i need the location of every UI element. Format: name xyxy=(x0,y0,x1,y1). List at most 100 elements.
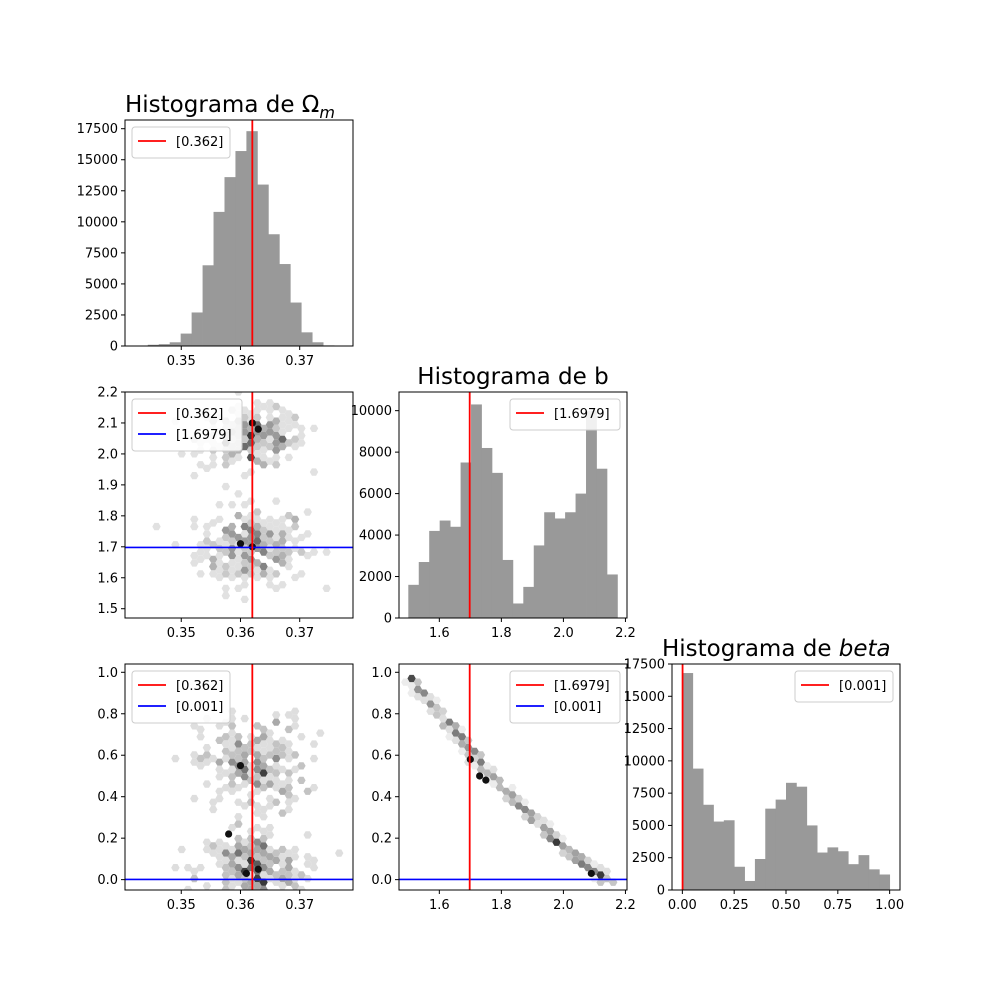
hexbin-cell xyxy=(253,780,262,788)
hexbin-cell xyxy=(571,856,580,864)
hexbin-cell xyxy=(253,802,262,810)
histogram-bar xyxy=(723,820,735,890)
hexbin-cell xyxy=(209,461,218,469)
hexbin-cell xyxy=(234,871,243,879)
hexbin-cell xyxy=(227,537,237,545)
hexbin-cell xyxy=(272,871,281,879)
hexbin-cell xyxy=(240,442,249,451)
hexbin-cell xyxy=(227,744,237,752)
hexbin-cell xyxy=(476,758,486,766)
hexbin-cell xyxy=(234,747,243,755)
hexbin-cell xyxy=(227,729,237,737)
hexbin-cell xyxy=(489,780,498,788)
hexbin-peak xyxy=(476,772,484,780)
histogram-bar xyxy=(418,562,430,618)
hexbin-cell xyxy=(284,791,293,799)
hex-om-b-panel: 0.35 0.36 0.37 1.5 1.6 1.7 1.8 1.9 2.0 2.1 2.2 [0.3… xyxy=(97,386,354,641)
y-tick-label: 1.0 xyxy=(97,666,118,681)
hexbin-cell xyxy=(267,889,273,890)
hexbin-cell xyxy=(234,834,243,843)
hexbin-cell xyxy=(240,773,249,781)
x-tick-label: 1.6 xyxy=(429,626,450,641)
hexbin-cell xyxy=(445,718,454,726)
hexbin-cell xyxy=(259,754,268,763)
legend: [0.362] [1.6979] xyxy=(131,398,243,452)
hexbin-cell xyxy=(284,864,293,872)
hexbin-cell xyxy=(278,530,287,538)
hexbin-cell xyxy=(221,584,230,592)
hexbin-cell xyxy=(221,562,230,571)
hexbin-cell xyxy=(215,559,224,567)
hexbin-cell xyxy=(215,838,224,846)
x-tick-label: 0.35 xyxy=(167,626,196,641)
hexbin-cell xyxy=(259,878,268,886)
hexbin-cell xyxy=(221,541,230,549)
hexbin-cell xyxy=(539,816,549,824)
hexbin-cell xyxy=(253,457,262,465)
hexbin-cell xyxy=(272,453,281,462)
y-tick-label: 2500 xyxy=(85,308,118,323)
histogram-bar xyxy=(523,586,535,618)
hexbin-cell xyxy=(209,842,218,850)
hexbin-cell xyxy=(546,820,555,828)
hexbin-cell xyxy=(240,522,249,531)
hexbin-cell xyxy=(209,541,218,549)
hexbin-cell xyxy=(227,780,237,788)
hexbin-cell xyxy=(272,784,281,792)
hexbin-cell xyxy=(265,428,275,436)
hexbin-cell xyxy=(215,501,224,509)
hexbin-cell xyxy=(209,805,218,814)
hexbin-cell xyxy=(284,769,293,777)
hexbin-cell xyxy=(284,512,293,520)
histogram-bar xyxy=(147,344,160,346)
hexbin-cell xyxy=(602,875,612,883)
hexbin-cell xyxy=(278,581,287,589)
hexbin-cell xyxy=(259,827,268,835)
hexbin-cell xyxy=(202,751,212,759)
hexbin-cell xyxy=(278,522,287,531)
legend-label: [0.001] xyxy=(839,679,886,694)
y-tick-label: 0.0 xyxy=(97,873,118,888)
hexbin-cell xyxy=(190,552,199,560)
hexbin-cell xyxy=(215,853,224,861)
hexbin-cell xyxy=(290,882,300,890)
hexbin-cell xyxy=(284,533,293,542)
hexbin-cell xyxy=(407,674,416,683)
hexbin-cell xyxy=(272,776,281,784)
hexbin-cell xyxy=(284,776,293,784)
y-tick-label: 1.9 xyxy=(97,478,118,493)
hexbin-cell xyxy=(290,845,300,854)
hexbin-cell xyxy=(426,707,435,715)
hexbin-cell xyxy=(253,744,262,752)
hexbin-cell xyxy=(171,541,180,549)
hexbin-cell xyxy=(278,515,287,523)
hexbin-cell xyxy=(309,424,319,432)
hexbin-cell xyxy=(234,864,243,872)
axes-frame xyxy=(124,663,354,891)
histogram-bar xyxy=(765,808,777,890)
histogram-bar xyxy=(734,866,745,890)
hexbin-cell xyxy=(242,889,248,890)
histogram-bar xyxy=(586,410,597,618)
hexbin-cell xyxy=(259,805,268,814)
histogram-bar xyxy=(429,530,441,618)
hexbin-cell xyxy=(272,856,281,864)
hexbin-cell xyxy=(259,813,268,821)
hexbin-cell xyxy=(284,526,293,534)
hexbin-cell xyxy=(221,784,230,792)
histogram-bar xyxy=(754,859,766,890)
hexbin-cell xyxy=(284,417,293,425)
hexbin-cell xyxy=(290,515,300,523)
y-tick-label: 2500 xyxy=(632,851,665,866)
hexbin-cell xyxy=(451,736,460,744)
hexbin-cell xyxy=(272,541,281,549)
hexbin-cell xyxy=(284,747,293,755)
y-tick-label: 15000 xyxy=(624,690,665,705)
histogram-bar xyxy=(257,184,269,346)
hexbin-cell xyxy=(297,733,306,741)
hexbin-cell xyxy=(190,875,199,883)
hexbin-peak xyxy=(236,540,245,548)
y-tick-label: 6000 xyxy=(359,487,392,502)
hexbin-cell xyxy=(152,522,161,531)
hexbin-cell xyxy=(253,515,262,523)
